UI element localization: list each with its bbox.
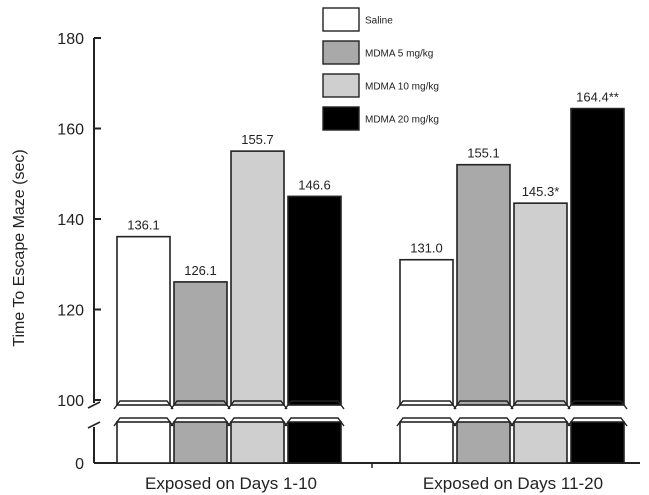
- legend-label: MDMA 20 mg/kg: [365, 115, 439, 126]
- bar-value-labels: 136.1 131.0 126.1 155.1 155.7 145.3* 146.6 164.…: [127, 90, 619, 278]
- category-label: Exposed on Days 1-10: [145, 474, 317, 493]
- bar-value-label: 146.6: [298, 177, 331, 192]
- bar-base-segment: [287, 421, 342, 464]
- legend-swatch: [322, 73, 360, 98]
- bar-break-mark: [510, 417, 571, 427]
- bar-value-label: 126.1: [184, 263, 217, 278]
- bar-break-mark: [113, 400, 174, 410]
- bar-value-label: 131.0: [410, 241, 443, 256]
- y-axis-label: Time To Escape Maze (sec): [11, 149, 28, 346]
- bar-base-segment: [173, 421, 228, 464]
- bar-base-segment: [116, 421, 171, 464]
- bar-base-segment: [456, 421, 511, 464]
- legend: Saline MDMA 5 mg/kg MDMA 10 mg/kg MDMA 20 m…: [322, 7, 439, 131]
- bar: [399, 258, 454, 406]
- legend-swatch: [322, 106, 360, 131]
- bar: [230, 150, 285, 406]
- y-tick-label: 100: [57, 393, 84, 410]
- bar-break-mark: [170, 400, 231, 410]
- bar-break-mark: [227, 417, 288, 427]
- y-axis-ticks: 0 100 120 140 160 180: [57, 31, 101, 473]
- bar-break-mark: [227, 400, 288, 410]
- bar: [173, 281, 228, 406]
- legend-label: Saline: [365, 16, 393, 27]
- y-tick-label: 160: [57, 122, 84, 139]
- y-tick-label: 120: [57, 303, 84, 320]
- bar-break-mark: [453, 400, 514, 410]
- bar-value-label: 136.1: [127, 218, 160, 233]
- bar-break-mark: [396, 400, 457, 410]
- bar-break-mark: [567, 400, 628, 410]
- bar: [287, 195, 342, 406]
- bar-break-mark: [567, 417, 628, 427]
- bar-break-mark: [284, 400, 345, 410]
- bar: [513, 202, 568, 406]
- bar: [456, 163, 511, 406]
- bar-base-segment: [513, 421, 568, 464]
- y-tick-label: 140: [57, 212, 84, 229]
- bar-base-segment: [570, 421, 625, 464]
- y-tick-label: 180: [57, 31, 84, 48]
- bar-value-label: 155.1: [467, 146, 500, 161]
- axis-break-mark-upper: [87, 401, 101, 409]
- category-label: Exposed on Days 11-20: [423, 474, 603, 493]
- legend-label: MDMA 10 mg/kg: [365, 82, 439, 93]
- bar: [116, 235, 171, 406]
- bar-break-mark: [170, 417, 231, 427]
- bar-break-mark: [453, 417, 514, 427]
- bar-value-label: 145.3*: [522, 184, 560, 199]
- bar-value-label: 164.4**: [576, 90, 619, 105]
- bar-value-label: 155.7: [241, 132, 274, 147]
- legend-swatch: [322, 40, 360, 65]
- bar-break-mark: [284, 417, 345, 427]
- bar-break-mark: [396, 417, 457, 427]
- bar-break-mark: [113, 417, 174, 427]
- axis-break-mark-lower: [87, 421, 101, 429]
- y-tick-label: 0: [75, 456, 84, 473]
- bar: [570, 107, 625, 406]
- legend-swatch: [322, 7, 360, 32]
- bar-base-segment: [399, 421, 454, 464]
- bar-break-mark: [510, 400, 571, 410]
- bars: [113, 107, 628, 464]
- legend-label: MDMA 5 mg/kg: [365, 49, 433, 60]
- category-labels: Exposed on Days 1-10 Exposed on Days 11-2…: [145, 474, 603, 493]
- bar-base-segment: [230, 421, 285, 464]
